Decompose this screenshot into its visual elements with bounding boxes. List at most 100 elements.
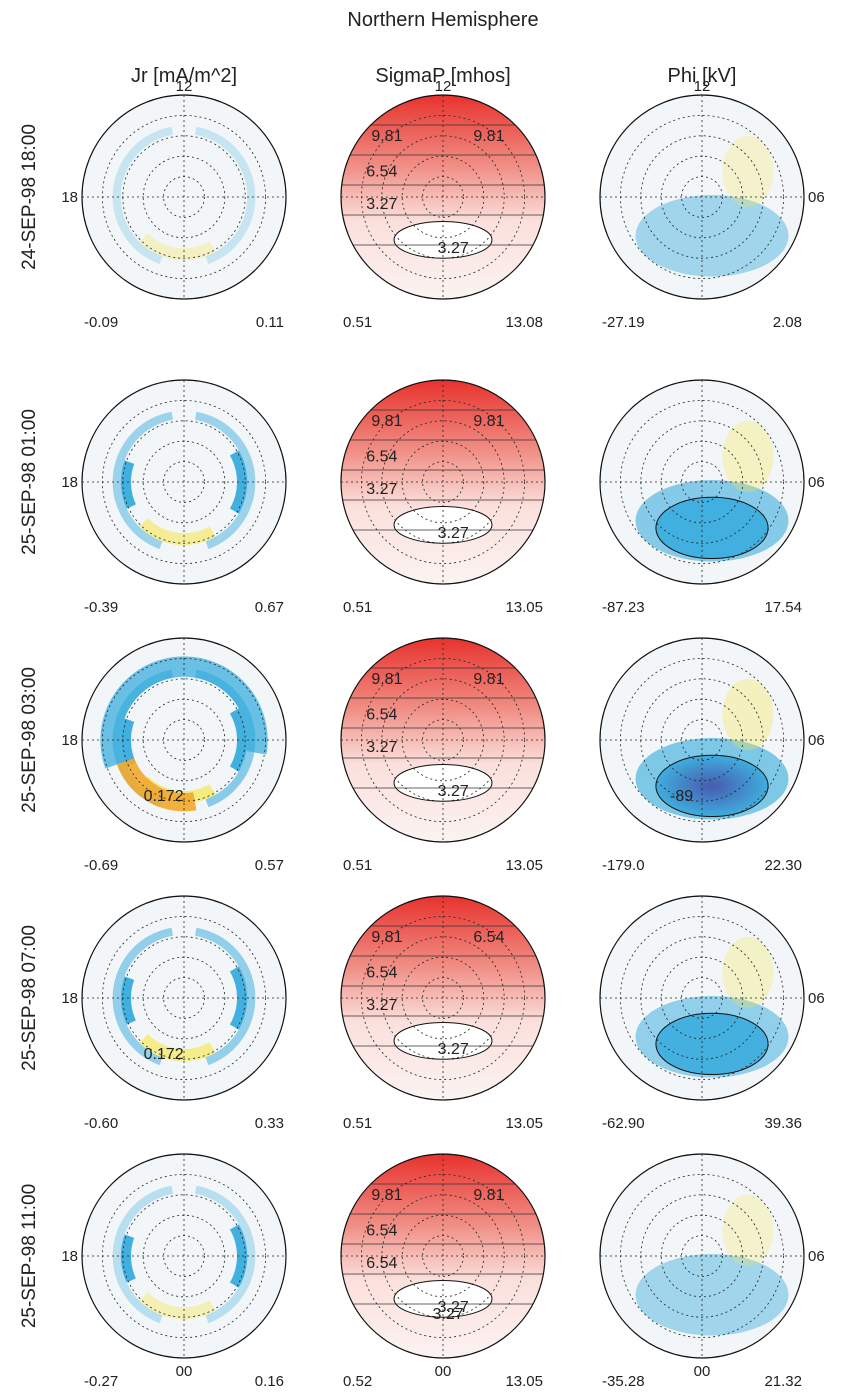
- potential-cell: [635, 1253, 789, 1336]
- current-band: [195, 411, 256, 550]
- dial-label-dawn: 06: [808, 1248, 825, 1265]
- contour-label: 6.54: [366, 1223, 397, 1240]
- max-value: 39.36: [764, 1115, 802, 1132]
- panel-field: [635, 936, 789, 1078]
- panel-border: [81, 94, 287, 300]
- max-value: 21.32: [764, 1373, 802, 1390]
- min-value: 0.52: [343, 1373, 372, 1390]
- min-value: -0.60: [84, 1115, 118, 1132]
- polar-panel: -35.28 21.32 00 06: [599, 1153, 825, 1390]
- polar-panel: 9.81 9.81 6.54 3.27 3.27 0.51 13.08 12: [340, 78, 546, 331]
- contour-label: 3.27: [366, 196, 397, 213]
- polar-panel: -27.19 2.08 12 06: [599, 78, 825, 331]
- min-value: -87.23: [602, 599, 645, 616]
- polar-panel: -62.90 39.36 06: [599, 895, 825, 1132]
- potential-cell: [635, 194, 789, 277]
- dial-label-noon: 12: [435, 78, 452, 95]
- panel-border: [599, 1153, 805, 1359]
- contour-label: 9.81: [473, 671, 504, 688]
- row-label: 25-SEP-98 03:00: [19, 667, 40, 813]
- column-title-sigmap: SigmaP [mhos]: [375, 65, 510, 87]
- polar-panel: 9.81 9.81 6.54 3.27 3.27 0.51 13.05: [340, 379, 546, 616]
- min-value: -0.27: [84, 1373, 118, 1390]
- current-band: [195, 126, 256, 265]
- panel-border: [599, 895, 805, 1101]
- current-band: [139, 233, 216, 261]
- contour-label: 9.81: [371, 671, 402, 688]
- polar-panel: -87.23 17.54 06: [599, 379, 825, 616]
- current-band: [195, 1185, 256, 1324]
- min-value: -27.19: [602, 314, 645, 331]
- contour-label: 9.81: [371, 413, 402, 430]
- contour-label: 3.27: [366, 997, 397, 1014]
- potential-core: [655, 754, 769, 818]
- dial-label-dusk: 18: [61, 732, 78, 749]
- panel-field: [112, 126, 256, 265]
- contour-label: 6.54: [366, 164, 397, 181]
- contour-label: 3.27: [438, 525, 469, 542]
- min-value: -179.0: [602, 857, 645, 874]
- max-value: 17.54: [764, 599, 802, 616]
- current-band: [195, 927, 256, 1066]
- max-value: 0.67: [255, 599, 284, 616]
- max-value: 13.08: [505, 314, 543, 331]
- current-band: [139, 1034, 216, 1062]
- contour-label: 9.81: [473, 128, 504, 145]
- contour-label: 3.27: [433, 1306, 464, 1323]
- potential-core: [655, 1012, 769, 1076]
- polar-panel: 0.172 -0.69 0.57 18: [61, 637, 287, 874]
- dial-label-noon: 12: [694, 78, 711, 95]
- panel-field: [635, 678, 789, 820]
- contour-label: 6.54: [366, 707, 397, 724]
- polar-panel: 9.81 6.54 6.54 3.27 3.27 0.51 13.05: [340, 895, 546, 1132]
- panel-field: [635, 1194, 789, 1336]
- panel-border: [599, 637, 805, 843]
- dial-label-midnight: 00: [694, 1363, 711, 1380]
- current-band: [116, 758, 197, 812]
- current-band: [120, 1234, 136, 1283]
- dial-label-dusk: 18: [61, 1248, 78, 1265]
- panel-border: [340, 1153, 546, 1359]
- panel-border: [81, 637, 287, 843]
- contour-label: -89: [670, 788, 693, 805]
- current-band: [112, 927, 173, 1066]
- current-band: [139, 1292, 216, 1320]
- current-band: [112, 411, 173, 550]
- polar-panel: 9.81 9.81 6.54 6.54 3.273.27 0.52 13.05 00: [340, 1153, 546, 1390]
- polar-panel: 0.172 -0.60 0.33 18: [61, 895, 287, 1132]
- row-label: 25-SEP-98 01:00: [19, 409, 40, 555]
- contour-label: 3.27: [366, 739, 397, 756]
- min-value: 0.51: [343, 314, 372, 331]
- polar-panel: -89 -179.0 22.30 06: [599, 637, 825, 874]
- max-value: 13.05: [505, 1115, 543, 1132]
- contour-label: 9.81: [473, 1187, 504, 1204]
- max-value: 2.08: [773, 314, 802, 331]
- potential-cell: [722, 135, 774, 208]
- panel-border: [340, 895, 546, 1101]
- max-value: 13.05: [505, 599, 543, 616]
- potential-cell: [722, 420, 774, 493]
- panel-border: [81, 895, 287, 1101]
- dial-label-dawn: 06: [808, 474, 825, 491]
- contour-label: 6.54: [473, 929, 504, 946]
- potential-core: [655, 496, 769, 560]
- potential-cell: [722, 678, 774, 751]
- max-value: 13.05: [505, 857, 543, 874]
- dial-label-dawn: 06: [808, 189, 825, 206]
- contour-label: 6.54: [366, 449, 397, 466]
- dial-label-noon: 12: [176, 78, 193, 95]
- polar-panel: -0.39 0.67 18: [61, 379, 287, 616]
- column-title-phi: Phi [kV]: [668, 65, 737, 87]
- contour-label: 0.172: [144, 788, 184, 805]
- contour-label: 3.27: [366, 481, 397, 498]
- polar-panel: 9.81 9.81 6.54 3.27 3.27 0.51 13.05: [340, 637, 546, 874]
- row-label: 25-SEP-98 11:00: [19, 1184, 40, 1328]
- contour-label: 9.81: [371, 128, 402, 145]
- min-value: -0.39: [84, 599, 118, 616]
- dial-label-dawn: 06: [808, 990, 825, 1007]
- current-band: [139, 518, 216, 546]
- figure-title: Northern Hemisphere: [347, 9, 538, 31]
- contour-label: 9.81: [473, 413, 504, 430]
- contour-label: 3.27: [438, 783, 469, 800]
- panel-border: [81, 379, 287, 585]
